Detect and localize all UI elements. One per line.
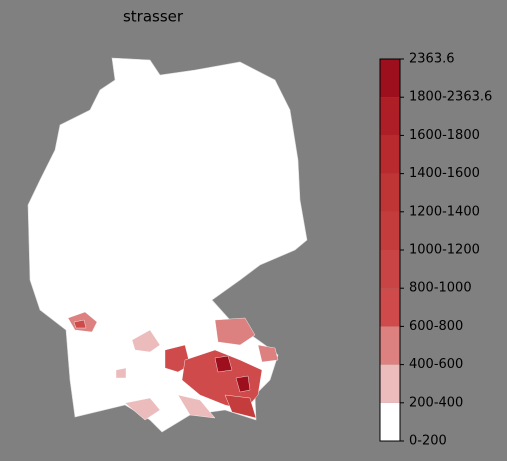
colorbar-segment xyxy=(380,59,400,98)
colorbar-segment xyxy=(380,135,400,174)
colorbar-label: 1800-2363.6 xyxy=(409,90,492,105)
colorbar-segment xyxy=(380,402,400,441)
colorbar-label: 1600-1800 xyxy=(409,128,480,143)
colorbar-label: 1200-1400 xyxy=(409,204,480,219)
colorbar-segment xyxy=(380,250,400,289)
colorbar-segment xyxy=(380,326,400,365)
colorbar-label: 800-1000 xyxy=(409,281,472,296)
colorbar-label: 1400-1600 xyxy=(409,166,480,181)
colorbar-segment xyxy=(380,211,400,250)
colorbar-segment xyxy=(380,364,400,403)
colorbar-label: 1000-1200 xyxy=(409,243,480,258)
colorbar-label: 400-600 xyxy=(409,357,463,372)
map-title: strasser xyxy=(123,8,184,26)
colorbar-segment xyxy=(380,173,400,212)
colorbar-label: 600-800 xyxy=(409,319,463,334)
colorbar: 0-200 200-400 400-600 600-800 800-1000 1000-1… xyxy=(379,52,492,449)
colorbar-segment xyxy=(380,97,400,136)
colorbar-label: 200-400 xyxy=(409,395,463,410)
colorbar-segment xyxy=(380,288,400,327)
highlighted-regions xyxy=(67,311,279,421)
colorbar-label: 2363.6 xyxy=(409,52,455,67)
colorbar-label: 0-200 xyxy=(409,434,447,449)
